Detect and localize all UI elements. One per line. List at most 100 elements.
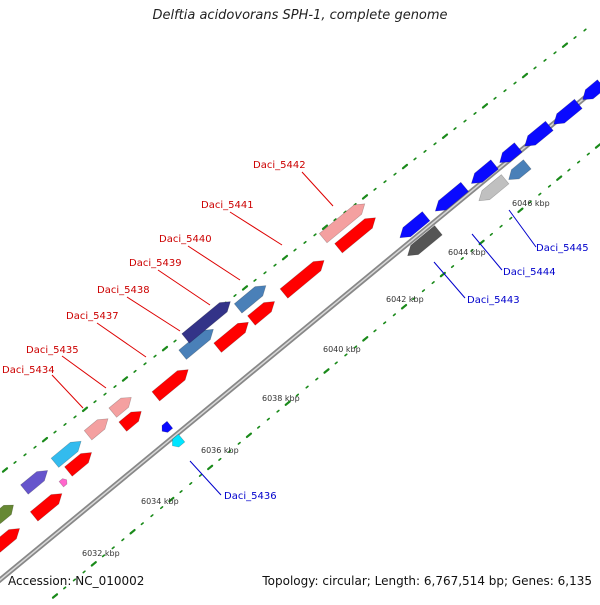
gc-dot-lower-34 <box>383 321 387 325</box>
gene-label-daci-5442[interactable]: Daci_5442 <box>253 160 306 171</box>
gene-arrow-daci-5444 <box>478 174 510 202</box>
gene-labels: Daci_5434 Daci_5435 Daci_5437 Daci_5438 … <box>2 160 589 502</box>
gc-dot-upper-2 <box>23 453 27 457</box>
tick-label-6046: 6046 kbp <box>512 199 550 208</box>
gene-label-daci-5434[interactable]: Daci_5434 <box>2 365 55 376</box>
gc-dot-lower-56 <box>594 143 600 149</box>
tick-label-6042: 6042 kbp <box>386 295 424 304</box>
gc-dot-upper-34 <box>343 210 347 214</box>
gc-dot-lower-51 <box>547 184 552 188</box>
gc-dot-lower-42 <box>460 257 464 260</box>
gc-dot-upper-51 <box>513 81 517 85</box>
leader-line-forward-0 <box>51 374 84 409</box>
leader-line-reverse-1 <box>433 261 466 299</box>
gene-label-daci-5444[interactable]: Daci_5444 <box>503 267 556 278</box>
gc-dot-lower-3 <box>82 570 86 574</box>
gc-dot-upper-14 <box>143 362 147 366</box>
gc-dot-upper-12 <box>121 376 129 382</box>
gc-dot-upper-5 <box>53 430 57 434</box>
gc-dot-lower-52 <box>556 175 563 181</box>
gene-arrow-forward-inner-6 <box>247 301 276 326</box>
gc-dot-lower-32 <box>362 336 369 342</box>
gc-dot-lower-20 <box>245 432 253 439</box>
gene-label-daci-5439[interactable]: Daci_5439 <box>129 258 182 269</box>
gc-dot-lower-11 <box>160 506 164 510</box>
leader-line-reverse-3 <box>508 209 537 248</box>
gene-label-daci-5438[interactable]: Daci_5438 <box>97 285 150 296</box>
gc-dot-lower-47 <box>509 216 513 220</box>
tick-label-6034: 6034 kbp <box>141 497 179 506</box>
gc-dot-upper-15 <box>153 354 157 358</box>
gene-arrow-reverse-3 <box>499 142 523 163</box>
gc-dot-upper-26 <box>263 271 267 275</box>
gc-dot-upper-52 <box>521 72 529 79</box>
gene-label-daci-5445[interactable]: Daci_5445 <box>536 243 589 254</box>
gc-dot-upper-42 <box>423 149 427 153</box>
gc-dot-upper-50 <box>503 89 507 93</box>
gene-arrow-daci-5443 <box>407 225 443 257</box>
gene-label-daci-5435[interactable]: Daci_5435 <box>26 345 79 356</box>
gc-dot-lower-35 <box>392 313 397 317</box>
gene-label-daci-5436[interactable]: Daci_5436 <box>224 491 277 502</box>
gc-dot-lower-13 <box>179 490 183 494</box>
gene-arrow-reverse-0 <box>399 211 431 239</box>
tick-label-6040: 6040 kbp <box>323 345 361 354</box>
gene-label-daci-5440[interactable]: Daci_5440 <box>159 234 212 245</box>
gene-arrow-reverse-1 <box>434 181 469 212</box>
gene-arrow-small-marker <box>58 478 68 488</box>
tick-label-6036: 6036 kbp <box>201 446 239 455</box>
gc-dot-lower-15 <box>198 473 203 477</box>
tick-label-6032: 6032 kbp <box>82 549 120 558</box>
map-title: Delftia acidovorans SPH-1, complete geno… <box>152 8 448 23</box>
gc-dot-lower-9 <box>140 522 144 526</box>
gene-arrow-reverse-5 <box>553 98 583 125</box>
gc-dot-upper-43 <box>433 142 437 146</box>
gc-dot-lower-53 <box>567 168 571 172</box>
label-leader-lines <box>51 171 537 496</box>
gc-dot-upper-32 <box>321 224 329 230</box>
gene-label-daci-5441[interactable]: Daci_5441 <box>201 200 254 211</box>
gc-dot-lower-14 <box>189 482 193 485</box>
gc-dot-upper-8 <box>81 406 89 413</box>
leader-line-forward-1 <box>61 355 107 389</box>
gc-dot-upper-48 <box>481 103 489 109</box>
gene-arrow-forward-outer-3 <box>83 418 109 441</box>
gc-dot-upper-11 <box>113 385 117 389</box>
gc-dot-lower-21 <box>256 425 261 429</box>
gc-dot-upper-25 <box>253 278 257 282</box>
gene-arrow-forward-outer-1 <box>20 470 49 495</box>
gc-dot-lower-38 <box>421 289 426 293</box>
leader-line-reverse-0 <box>189 460 222 496</box>
gene-arrow-daci-5436b <box>172 433 186 448</box>
gc-dot-lower-26 <box>305 385 309 389</box>
gene-arrow-forward-inner-5 <box>213 321 249 353</box>
gene-arrow-forward-outer-2 <box>50 440 82 468</box>
gc-dot-upper-38 <box>383 180 387 184</box>
gc-dot-lower-6 <box>111 546 115 550</box>
gc-dot-lower-49 <box>528 200 532 204</box>
gc-dot-upper-49 <box>493 96 497 100</box>
gc-dot-upper-9 <box>93 400 97 404</box>
gc-dot-upper-23 <box>233 294 237 298</box>
gc-dot-upper-44 <box>441 133 449 139</box>
gc-dot-upper-33 <box>333 218 337 222</box>
gene-label-daci-5443[interactable]: Daci_5443 <box>467 295 520 306</box>
gc-dot-upper-30 <box>303 240 307 244</box>
gc-dot-lower-16 <box>207 464 214 471</box>
gc-dot-lower-31 <box>353 345 358 349</box>
gc-dot-upper-36 <box>361 194 369 200</box>
gc-dot-upper-16 <box>161 345 169 352</box>
gene-arrow-reverse-4 <box>524 120 554 147</box>
gc-dot-lower-27 <box>315 377 319 381</box>
gene-arrow-reverse-2 <box>470 159 499 184</box>
gene-label-daci-5437[interactable]: Daci_5437 <box>66 311 119 322</box>
gc-dot-lower-39 <box>431 281 435 285</box>
gc-dot-upper-58 <box>583 28 587 32</box>
gc-dot-lower-0 <box>51 593 59 599</box>
gene-arrow-forward-outer-7 <box>233 285 267 314</box>
gc-dot-lower-43 <box>470 248 474 252</box>
gc-dot-lower-46 <box>499 224 503 228</box>
leader-line-forward-3 <box>126 296 181 332</box>
gc-dot-lower-17 <box>218 457 222 461</box>
